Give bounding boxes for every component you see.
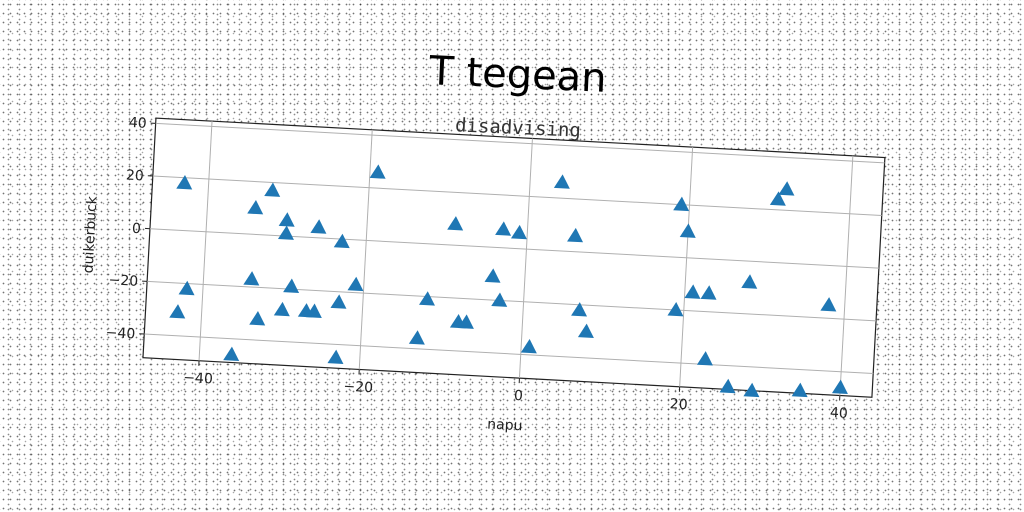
- y-tick-label: 20: [126, 168, 145, 185]
- data-point: [169, 304, 186, 319]
- y-grid-line: [149, 228, 879, 269]
- data-point: [408, 330, 425, 345]
- data-point: [305, 303, 322, 318]
- x-tick-label: 40: [830, 405, 849, 422]
- data-point: [553, 174, 570, 189]
- grid: [144, 121, 885, 396]
- plot-area: −40 −20 0 20 40 −40 −20 0 20 40 napu duikerbuck: [80, 115, 886, 434]
- y-grid-line: [147, 280, 877, 322]
- x-axis-label: napu: [487, 416, 523, 434]
- data-point: [369, 164, 386, 179]
- data-point: [679, 223, 696, 238]
- data-point: [491, 292, 508, 307]
- data-point: [719, 378, 736, 394]
- data-point: [510, 224, 527, 240]
- x-grid-line: [518, 138, 533, 379]
- data-point: [327, 349, 344, 365]
- data-point: [347, 276, 364, 292]
- data-point: [831, 379, 848, 394]
- data-point: [667, 302, 684, 317]
- data-point: [333, 233, 350, 249]
- data-point: [778, 181, 795, 196]
- y-tick-label: −40: [105, 325, 135, 343]
- data-point: [176, 175, 193, 190]
- data-point: [791, 382, 808, 398]
- data-points: [169, 164, 848, 398]
- data-point: [249, 311, 266, 326]
- x-tick-label: 0: [514, 388, 524, 404]
- data-point: [769, 191, 786, 206]
- data-point: [696, 351, 713, 366]
- data-point: [273, 301, 290, 317]
- data-point: [673, 196, 690, 212]
- data-point: [577, 323, 594, 338]
- data-point: [278, 212, 295, 227]
- tick-labels: −40 −20 0 20 40 −40 −20 0 20 40: [105, 115, 849, 422]
- x-grid-line: [198, 121, 213, 361]
- data-point: [330, 294, 347, 309]
- data-point: [310, 219, 327, 234]
- x-tick-label: −20: [343, 379, 373, 397]
- x-grid-line: [358, 129, 373, 370]
- x-tick-label: −40: [183, 370, 213, 388]
- data-point: [264, 182, 281, 197]
- data-point: [457, 314, 474, 329]
- data-point: [820, 297, 837, 312]
- data-point: [520, 338, 537, 354]
- data-point: [178, 280, 195, 296]
- data-point: [277, 225, 294, 240]
- chart-title: T tegean: [427, 48, 607, 102]
- data-point: [743, 382, 760, 398]
- data-point: [243, 271, 260, 286]
- data-point: [700, 285, 717, 300]
- data-point: [567, 227, 584, 243]
- data-point: [419, 291, 435, 306]
- data-point: [484, 268, 501, 283]
- x-grid-line: [679, 147, 694, 387]
- data-point: [283, 278, 300, 293]
- data-point: [247, 200, 264, 215]
- y-tick-label: 40: [128, 115, 147, 132]
- y-grid-line: [144, 333, 874, 375]
- data-point: [684, 284, 701, 299]
- data-point: [447, 216, 464, 231]
- plot-frame: [142, 117, 886, 398]
- y-tick-label: 0: [132, 221, 142, 237]
- data-point: [223, 346, 240, 362]
- x-grid-line: [839, 155, 854, 396]
- y-tick-label: −20: [108, 272, 138, 290]
- data-point: [495, 221, 512, 236]
- y-grid-line: [152, 175, 882, 216]
- y-axis-label: duikerbuck: [80, 195, 100, 274]
- x-tick-label: 20: [669, 396, 688, 413]
- data-point: [571, 302, 588, 317]
- data-point: [741, 274, 758, 289]
- y-grid-line: [155, 122, 885, 164]
